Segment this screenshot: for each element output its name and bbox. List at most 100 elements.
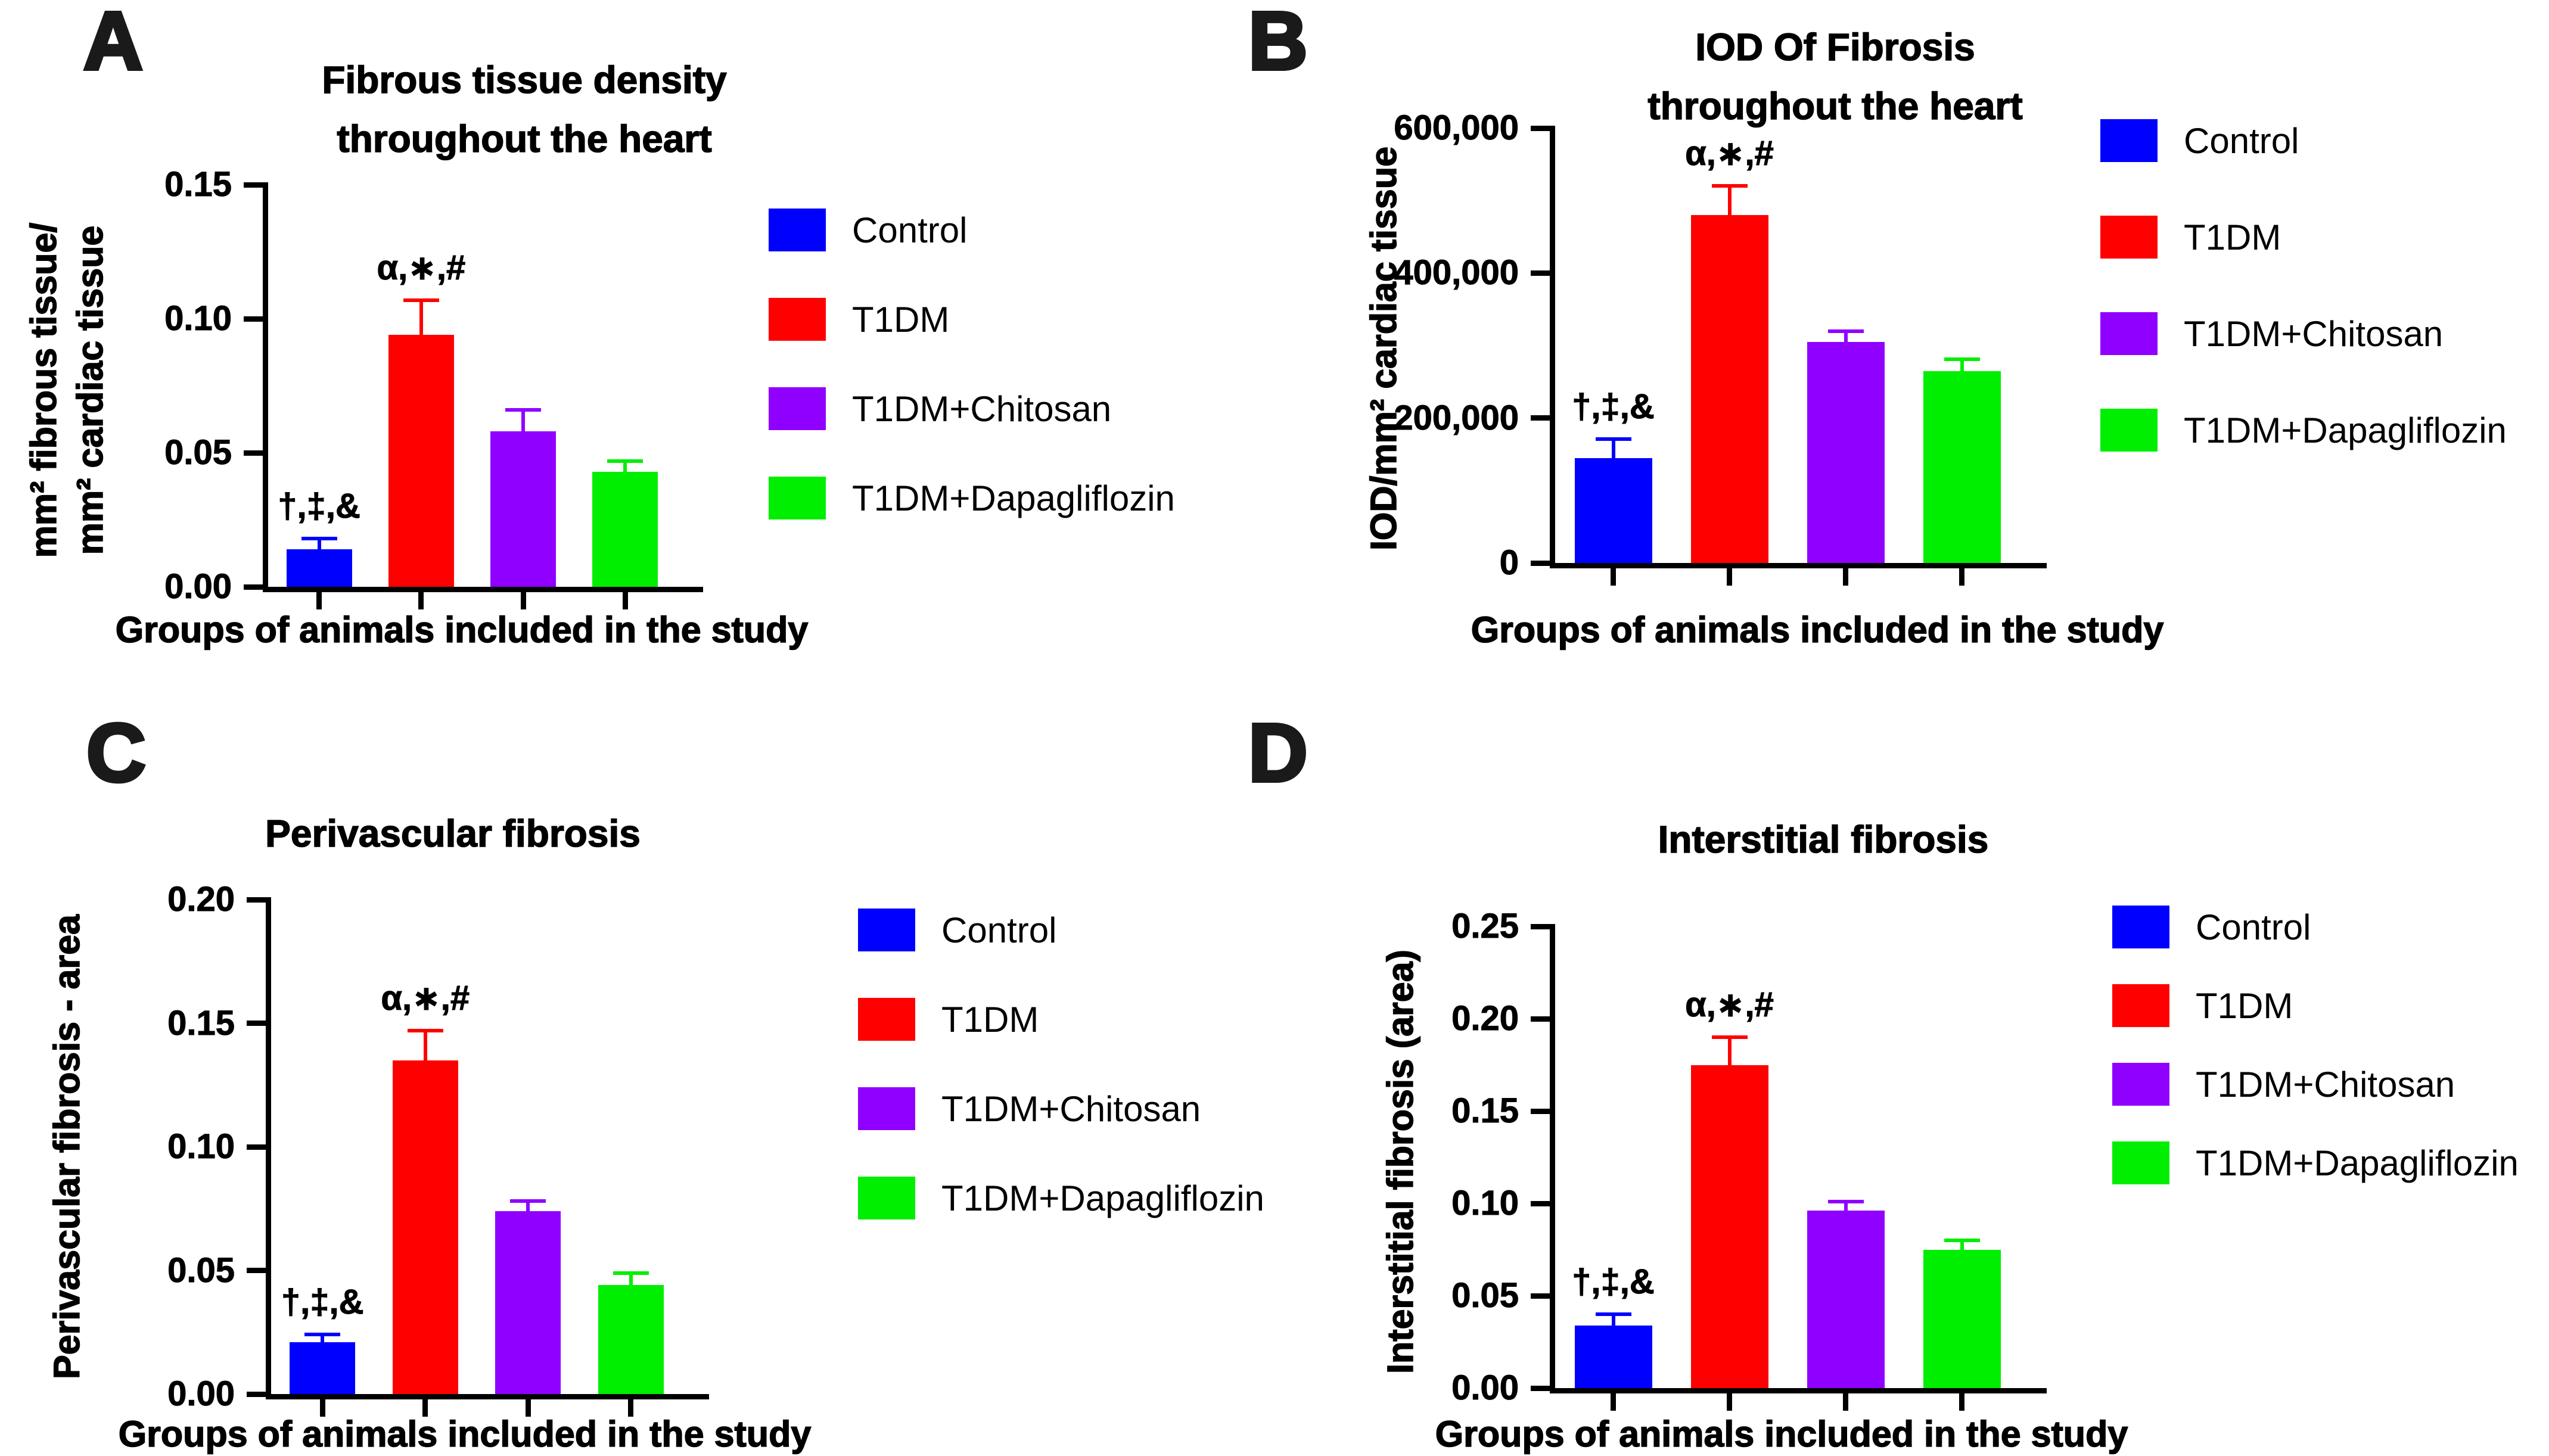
error-bar-cap-control bbox=[1595, 1312, 1631, 1316]
y-tick-label: 0.00 bbox=[1451, 1368, 1519, 1408]
error-bar-cap-t1dm-dapagliflozin bbox=[1944, 1239, 1980, 1242]
x-tick bbox=[316, 587, 322, 609]
panel-b: B IOD Of Fibrosis throughout the heart I… bbox=[1227, 0, 2549, 703]
y-tick bbox=[1531, 270, 1550, 276]
y-tick bbox=[247, 897, 266, 903]
error-bar-control bbox=[1611, 1314, 1615, 1326]
legend-item-t1dm-chitosan: T1DM+Chitosan bbox=[2100, 312, 2507, 355]
legend-label-t1dm: T1DM bbox=[2196, 985, 2293, 1026]
bar-control bbox=[1574, 1325, 1652, 1388]
y-tick-label: 400,000 bbox=[1394, 253, 1519, 293]
x-tick bbox=[1611, 1388, 1616, 1411]
legend-swatch-control bbox=[769, 209, 826, 251]
y-axis-label: IOD/mm² cardiac tissue bbox=[1363, 146, 1404, 551]
legend-swatch-t1dm bbox=[2100, 216, 2158, 259]
panel-d: D Interstitial fibrosis Interstitial fib… bbox=[1227, 703, 2549, 1456]
y-tick bbox=[244, 316, 263, 322]
panel-letter: C bbox=[85, 707, 148, 799]
legend-item-t1dm-chitosan: T1DM+Chitosan bbox=[2112, 1063, 2519, 1106]
y-tick bbox=[1531, 1293, 1550, 1299]
y-tick-label: 0.05 bbox=[1451, 1276, 1519, 1315]
legend: Control T1DM T1DM+Chitosan T1DM+Dapaglifloz… bbox=[2112, 906, 2519, 1220]
x-axis-label: Groups of animals included in the study bbox=[1435, 1413, 2128, 1455]
y-tick-label: 0.00 bbox=[164, 567, 232, 606]
significance-annotation: α,∗,# bbox=[377, 248, 466, 287]
bar-t1dm-chitosan bbox=[1807, 1211, 1885, 1388]
legend-swatch-t1dm bbox=[769, 298, 826, 341]
x-tick bbox=[1959, 1388, 1964, 1411]
bar-control bbox=[286, 549, 352, 587]
y-tick-label: 0.20 bbox=[1451, 999, 1519, 1038]
chart-title: IOD Of Fibrosis throughout the heart bbox=[1647, 25, 2023, 128]
y-tick-label: 0.15 bbox=[1451, 1091, 1519, 1131]
y-tick bbox=[1531, 1385, 1550, 1391]
legend-item-t1dm-dapagliflozin: T1DM+Dapagliflozin bbox=[858, 1177, 1264, 1219]
error-bar-t1dm bbox=[1727, 186, 1732, 215]
y-axis-line bbox=[1550, 126, 1555, 568]
error-bar-cap-t1dm-dapagliflozin bbox=[1944, 357, 1980, 362]
y-tick-label: 0.05 bbox=[167, 1250, 235, 1290]
significance-annotation: α,∗,# bbox=[1685, 985, 1774, 1025]
bar-t1dm-dapagliflozin bbox=[1923, 371, 2001, 563]
legend-item-t1dm-chitosan: T1DM+Chitosan bbox=[858, 1087, 1264, 1130]
panel-letter: D bbox=[1246, 707, 1310, 799]
error-bar-t1dm bbox=[419, 300, 423, 335]
y-tick bbox=[1531, 560, 1550, 566]
legend-item-t1dm-dapagliflozin: T1DM+Dapagliflozin bbox=[769, 477, 1175, 519]
y-tick bbox=[244, 584, 263, 590]
legend-item-t1dm: T1DM bbox=[2100, 216, 2507, 259]
error-bar-t1dm-dapagliflozin bbox=[623, 461, 627, 472]
bar-t1dm bbox=[392, 1060, 458, 1394]
legend: Control T1DM T1DM+Chitosan T1DM+Dapaglifloz… bbox=[769, 209, 1175, 566]
error-bar-cap-t1dm bbox=[1711, 184, 1748, 188]
legend-item-t1dm: T1DM bbox=[2112, 984, 2519, 1027]
legend-swatch-t1dm-dapagliflozin bbox=[2112, 1141, 2169, 1184]
panel-letter: B bbox=[1246, 0, 1310, 87]
error-bar-t1dm-dapagliflozin bbox=[629, 1273, 633, 1286]
y-axis-line bbox=[263, 182, 268, 592]
bar-t1dm bbox=[1690, 1065, 1768, 1388]
panel-c: C Perivascular fibrosis Perivascular fib… bbox=[0, 703, 1264, 1456]
significance-annotation: †,‡,& bbox=[1572, 1262, 1655, 1302]
x-tick bbox=[1843, 1388, 1848, 1411]
y-tick-label: 0.25 bbox=[1451, 907, 1519, 946]
bar-t1dm-chitosan bbox=[490, 431, 557, 587]
legend-label-t1dm: T1DM bbox=[941, 999, 1039, 1040]
legend-swatch-t1dm-chitosan bbox=[769, 387, 826, 430]
panel-a: A Fibrous tissue density throughout the … bbox=[0, 0, 1227, 703]
y-tick bbox=[247, 1144, 266, 1150]
error-bar-cap-t1dm-chitosan bbox=[505, 408, 542, 412]
y-tick-label: 600,000 bbox=[1394, 108, 1519, 148]
x-axis-line bbox=[266, 1394, 709, 1399]
y-tick-label: 0.05 bbox=[164, 433, 232, 472]
plot-area: 0.00 0.05 0.10 0.15 0.20 †,‡,& α,∗,# bbox=[167, 880, 709, 1417]
x-tick bbox=[1727, 563, 1732, 586]
legend: Control T1DM T1DM+Chitosan T1DM+Dapaglifloz… bbox=[2100, 119, 2507, 505]
legend-swatch-t1dm-dapagliflozin bbox=[2100, 409, 2158, 452]
x-tick bbox=[520, 587, 526, 609]
x-tick bbox=[319, 1394, 325, 1417]
plot-area: 0.00 0.05 0.10 0.15 0.20 0.25 †,‡,& α,∗,# bbox=[1451, 907, 2047, 1411]
error-bar-t1dm-chitosan bbox=[1844, 1201, 1848, 1211]
error-bar-t1dm-dapagliflozin bbox=[1960, 1240, 1964, 1250]
error-bar-cap-t1dm bbox=[1711, 1035, 1748, 1039]
error-bar-t1dm-chitosan bbox=[1844, 331, 1848, 342]
bar-t1dm-chitosan bbox=[495, 1211, 561, 1394]
chart-title: Perivascular fibrosis bbox=[265, 811, 641, 855]
legend-item-control: Control bbox=[2112, 906, 2519, 948]
error-bar-t1dm bbox=[423, 1030, 427, 1060]
bar-control bbox=[1574, 458, 1652, 563]
legend-item-t1dm: T1DM bbox=[769, 298, 1175, 341]
y-tick bbox=[1531, 1016, 1550, 1022]
bar-t1dm-dapagliflozin bbox=[592, 471, 658, 587]
legend-item-control: Control bbox=[769, 209, 1175, 251]
legend-label-t1dm-dapagliflozin: T1DM+Dapagliflozin bbox=[941, 1178, 1264, 1218]
error-bar-t1dm-chitosan bbox=[526, 1201, 530, 1211]
error-bar-cap-control bbox=[1595, 437, 1631, 441]
legend-label-control: Control bbox=[2184, 120, 2299, 161]
y-tick bbox=[1531, 1108, 1550, 1114]
panel-letter: A bbox=[82, 0, 145, 87]
y-axis-line bbox=[1550, 924, 1555, 1393]
y-tick-label: 0.15 bbox=[167, 1003, 235, 1043]
x-axis-line bbox=[1550, 563, 2047, 568]
